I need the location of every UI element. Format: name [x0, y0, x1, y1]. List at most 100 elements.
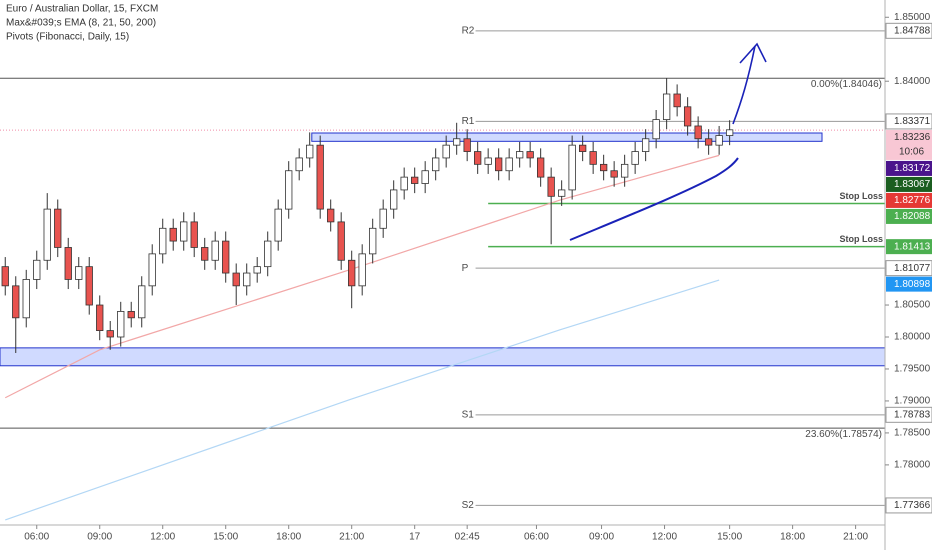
price-badge	[885, 113, 932, 130]
candle-body	[474, 151, 482, 165]
candle-body	[568, 144, 576, 191]
price-badge-label: 1.83371	[894, 116, 931, 127]
ema-line	[5, 279, 720, 521]
x-tick-label: 09:00	[589, 532, 614, 543]
candle-body	[306, 144, 314, 159]
price-badge	[886, 192, 932, 208]
stop-loss-label: Stop Loss	[839, 191, 883, 201]
candle-body	[222, 240, 230, 274]
candle-body	[453, 138, 461, 146]
pivot-name: P	[462, 263, 469, 274]
candle-body	[369, 227, 377, 255]
drawn-trend-line	[569, 157, 739, 241]
candle-body	[211, 240, 219, 261]
price-badge-label: 1.83172	[894, 163, 931, 174]
price-badge	[885, 22, 932, 39]
x-tick-label: 21:00	[843, 532, 868, 543]
support-zone	[311, 132, 823, 142]
pivot-name: S2	[462, 500, 475, 511]
candle-body	[232, 272, 240, 287]
candle-body	[704, 138, 713, 146]
candle-body	[505, 157, 513, 172]
candle-body	[180, 221, 188, 242]
candle-body	[106, 330, 114, 338]
candle-body	[516, 151, 524, 159]
candle-body	[64, 247, 72, 280]
pivot-name: S1	[462, 409, 475, 420]
candle-body	[558, 189, 566, 197]
price-badge	[886, 239, 932, 255]
drawn-arrow	[732, 45, 756, 125]
x-tick-label: 15:00	[213, 532, 238, 543]
candle-body	[694, 125, 702, 140]
price-badge-label: 1.81077	[894, 263, 931, 274]
candle-body	[117, 311, 125, 338]
candle-body	[537, 157, 545, 178]
candle-body	[148, 253, 156, 287]
stop-loss-label: Stop Loss	[839, 234, 883, 244]
candle-body	[348, 259, 356, 287]
candle-body	[12, 285, 20, 319]
candle-body	[400, 176, 408, 191]
price-badge	[886, 129, 932, 160]
indicator-label: Pivots (Fibonacci, Daily, 15)	[6, 32, 129, 43]
candle-body	[127, 311, 135, 319]
price-badge	[886, 208, 932, 224]
candle-body	[85, 266, 93, 306]
candle-body	[631, 151, 639, 165]
candle-body	[358, 253, 366, 287]
y-tick-label: 1.79500	[894, 364, 931, 375]
x-tick-label: 12:00	[652, 532, 677, 543]
y-tick-label: 1.79000	[894, 396, 931, 407]
candle-body	[43, 208, 51, 261]
candle-body	[484, 157, 492, 165]
candle-body	[390, 189, 398, 210]
indicator-label: Max&#039;s EMA (8, 21, 50, 200)	[6, 18, 156, 29]
candle-body	[673, 93, 681, 108]
price-badge	[886, 160, 932, 176]
candle-body	[1, 266, 9, 287]
candle-body	[201, 247, 209, 261]
price-badge	[886, 176, 932, 192]
price-badge-label: 1.83236	[894, 132, 931, 143]
candle-body	[285, 170, 293, 210]
candle-body	[620, 163, 629, 178]
candle-body	[725, 129, 734, 136]
x-tick-label: 09:00	[87, 532, 112, 543]
price-badge-label: 1.77366	[894, 500, 931, 511]
x-tick-label: 18:00	[276, 532, 301, 543]
x-tick-label: 06:00	[524, 532, 549, 543]
y-tick-label: 1.84000	[894, 76, 931, 87]
candle-body	[327, 208, 335, 223]
x-tick-label: 12:00	[150, 532, 175, 543]
candle-body	[33, 259, 41, 280]
y-tick-label: 1.80500	[894, 300, 931, 311]
candle-body	[432, 157, 440, 172]
pivot-name: R2	[462, 25, 475, 36]
candle-body	[96, 304, 104, 332]
pivot-name: R1	[462, 116, 475, 127]
x-tick-label: 21:00	[339, 532, 364, 543]
candle-body	[442, 144, 450, 159]
candle-body	[526, 151, 534, 159]
x-tick-label: 15:00	[717, 532, 742, 543]
price-badge-label: 1.84788	[894, 25, 931, 36]
countdown-label: 10:06	[899, 147, 924, 158]
candle-body	[715, 135, 723, 146]
candle-body	[379, 208, 387, 229]
y-tick-label: 1.85000	[894, 12, 931, 23]
x-tick-label: 02:45	[455, 532, 480, 543]
candle-body	[243, 272, 251, 287]
candle-body	[421, 170, 429, 184]
y-tick-label: 1.78000	[894, 460, 931, 471]
candle-body	[578, 144, 587, 152]
y-tick-label: 1.80000	[894, 332, 931, 343]
candle-body	[75, 266, 83, 280]
candle-body	[662, 93, 671, 120]
price-badge-label: 1.83067	[894, 179, 931, 190]
candle-body	[22, 279, 30, 319]
candle-body	[411, 176, 419, 184]
candle-body	[159, 227, 167, 255]
symbol-title: Euro / Australian Dollar, 15, FXCM	[6, 4, 158, 15]
